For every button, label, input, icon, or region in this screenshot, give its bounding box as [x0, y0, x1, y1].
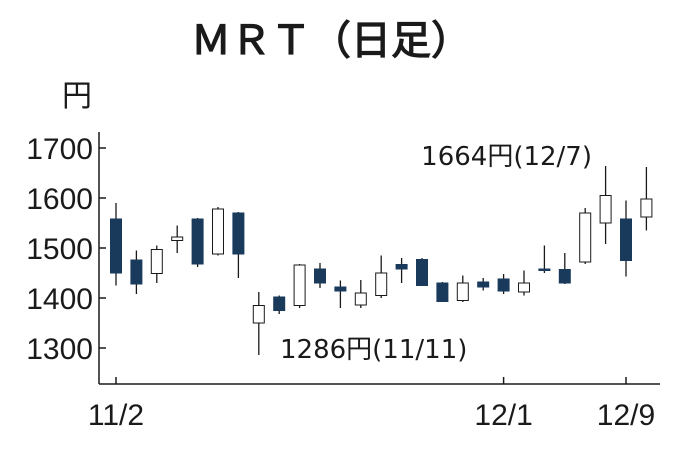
candle-body-up: [599, 195, 612, 224]
candle-body-up: [293, 264, 306, 306]
candle-body-down: [110, 218, 122, 274]
candle-body-up: [518, 282, 530, 293]
y-tick-label: 1500: [26, 233, 93, 266]
candle-body-down: [620, 218, 632, 261]
candle-body-down: [130, 259, 143, 285]
x-tick-label: 12/9: [597, 399, 655, 432]
price-annotation: 1286円(11/11): [280, 335, 467, 365]
candle-body-down: [314, 268, 326, 284]
candle-body-up: [640, 198, 653, 218]
candle-body-up: [354, 292, 367, 306]
candle-body-down: [334, 286, 347, 292]
y-axis-unit-label: 円: [62, 79, 92, 114]
candle-body-down: [477, 281, 490, 288]
candle-body-up: [212, 208, 224, 255]
candle-body-up: [252, 305, 265, 324]
candle-body-down: [273, 296, 286, 311]
plot-area: 1300 1400 1500 1600 1700 11/2 12/1 12/9 1664円(12…: [26, 132, 660, 432]
candle-body-down: [395, 264, 408, 270]
candle-body-down: [416, 259, 428, 286]
y-tick-label: 1700: [26, 133, 93, 166]
x-tick-label: 12/1: [474, 399, 532, 432]
candle-body-up: [456, 282, 469, 301]
candle-body-down: [436, 282, 449, 302]
price-annotation: 1664円(12/7): [421, 142, 592, 172]
candle-body-up: [579, 212, 592, 263]
candle-body-down: [191, 218, 204, 265]
candle-body-up: [171, 236, 184, 241]
x-tick-label: 11/2: [88, 399, 144, 432]
y-tick-label: 1400: [26, 283, 93, 316]
y-tick-label: 1300: [26, 333, 93, 366]
candle-body-down: [497, 278, 510, 292]
candle-body-up: [375, 272, 388, 296]
y-tick-label: 1600: [26, 183, 93, 216]
candle-body-up: [150, 249, 163, 274]
candle-body-down: [558, 269, 571, 284]
chart-title: ＭＲＴ（日足）: [191, 18, 471, 64]
candle-body-down: [232, 212, 245, 255]
candle-body-down: [538, 268, 551, 271]
